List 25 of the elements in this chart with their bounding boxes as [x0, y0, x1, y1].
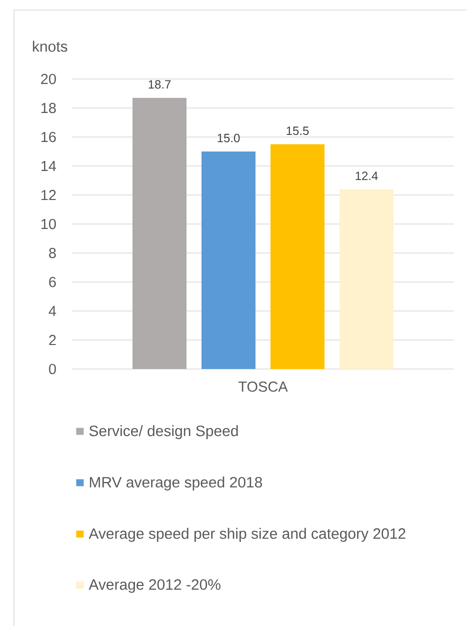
legend-label: Average speed per ship size and category 2012	[88, 528, 406, 542]
y-tick-label: 20	[41, 74, 56, 84]
y-tick-label: 6	[49, 276, 56, 288]
legend-label: Service/ design Speed	[89, 425, 238, 440]
data-label: 18.7	[148, 80, 171, 89]
y-tick-label: 12	[41, 190, 56, 200]
y-tick-label: 4	[48, 306, 56, 316]
bar	[132, 98, 187, 369]
bar	[270, 144, 325, 369]
data-label: 12.4	[356, 172, 378, 180]
data-label: 15.0	[218, 134, 240, 142]
y-tick-label: 10	[41, 218, 56, 230]
y-tick-label: 18	[41, 102, 56, 114]
y-axis-title: knots	[32, 40, 68, 52]
bar	[340, 189, 394, 369]
x-tick-label: TOSCA	[238, 382, 288, 392]
data-label: 15.5	[286, 126, 309, 136]
y-tick-label: 0	[48, 364, 56, 374]
legend-label: Average 2012 -20%	[88, 579, 220, 593]
legend-label: MRV average speed 2018	[90, 476, 262, 491]
y-tick-label: 14	[41, 161, 56, 171]
y-tick-label: 8	[49, 248, 56, 258]
y-tick-label: 2	[49, 334, 56, 346]
bar	[202, 152, 256, 369]
y-tick-label: 16	[41, 132, 56, 142]
